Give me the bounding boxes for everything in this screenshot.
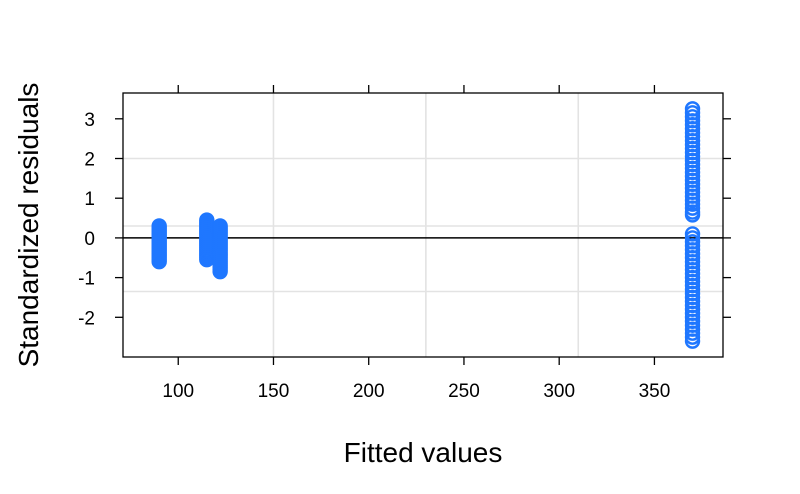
y-tick-label: 3 bbox=[84, 110, 95, 131]
y-tick-label: 0 bbox=[84, 229, 95, 250]
y-tick-label: 1 bbox=[84, 189, 95, 210]
axis-ticks bbox=[115, 85, 731, 365]
plot-panel-frame bbox=[122, 92, 724, 358]
y-tick-label: 2 bbox=[84, 150, 95, 171]
x-tick-label: 100 bbox=[162, 381, 194, 402]
x-tick-label: 150 bbox=[258, 381, 290, 402]
tick-labels: 100 150 200 250 300 350 -2 -1 0 1 2 3 bbox=[78, 110, 670, 402]
x-tick-label: 350 bbox=[639, 381, 671, 402]
data-point bbox=[684, 333, 701, 349]
x-tick-label: 250 bbox=[448, 381, 480, 402]
y-axis-title: Standardized residuals bbox=[13, 83, 44, 368]
y-tick-label: -1 bbox=[78, 269, 95, 290]
x-tick-label: 200 bbox=[353, 381, 385, 402]
data-point bbox=[212, 263, 228, 280]
x-tick-label: 300 bbox=[543, 381, 575, 402]
data-points bbox=[151, 101, 701, 349]
y-tick-label: -2 bbox=[78, 308, 95, 329]
data-point bbox=[684, 207, 701, 223]
x-axis-title: Fitted values bbox=[344, 437, 503, 468]
data-point bbox=[151, 254, 167, 270]
